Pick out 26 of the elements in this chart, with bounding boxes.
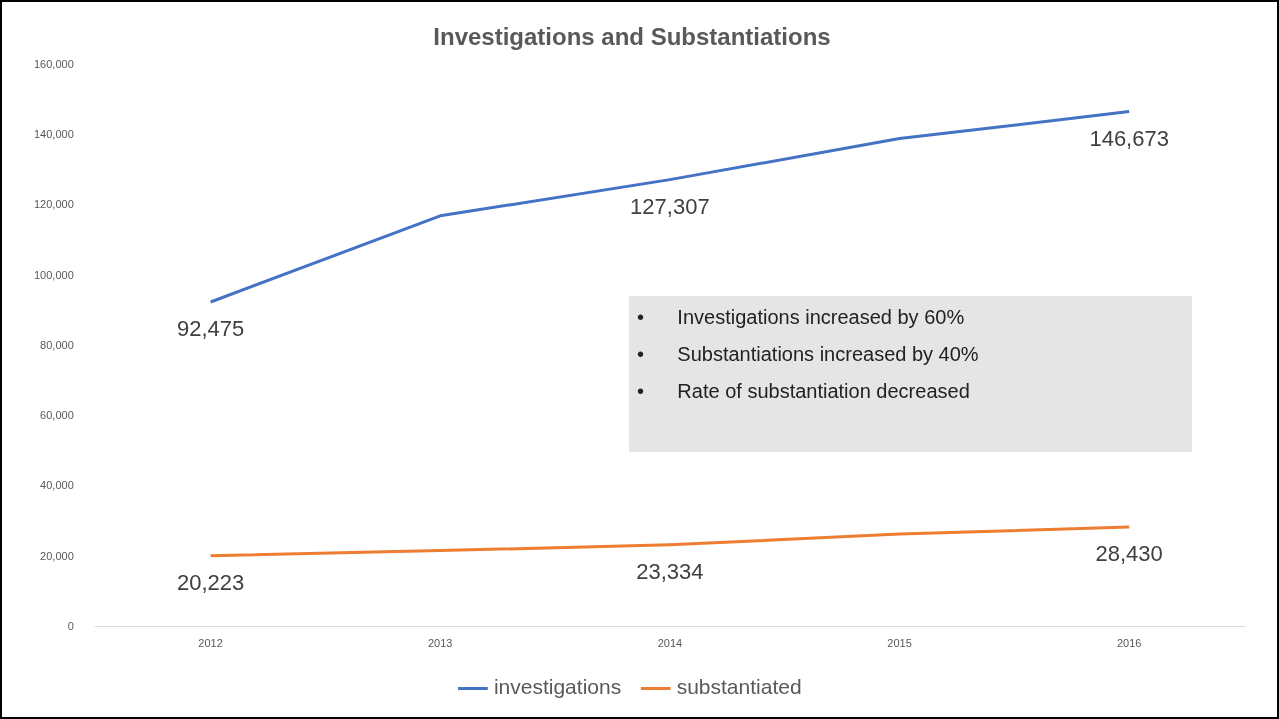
y-tick-label: 140,000 (34, 128, 74, 141)
data-label: 23,334 (636, 558, 704, 584)
x-tick-label: 2016 (1116, 637, 1142, 650)
y-tick-label: 0 (67, 619, 74, 632)
y-tick-label: 40,000 (40, 479, 74, 492)
data-label: 28,430 (1095, 541, 1163, 566)
y-tick-label: 80,000 (40, 338, 74, 351)
y-tick-label: 100,000 (34, 268, 74, 281)
annotation: • Substantiations increased by 40% (636, 342, 979, 367)
y-tick-label: 20,000 (40, 549, 74, 562)
x-tick-label: 2013 (427, 637, 453, 650)
annotation: • Investigations increased by 60% (636, 305, 966, 330)
legend-label: substantiated (676, 675, 802, 699)
data-label: 127,307 (630, 193, 710, 219)
data-label: 146,673 (1089, 125, 1169, 151)
legend-label: investigations (493, 675, 622, 699)
y-tick-label: 160,000 (34, 57, 74, 70)
y-tick-label: 120,000 (34, 198, 74, 211)
x-tick-label: 2014 (657, 637, 683, 650)
y-tick-label: 60,000 (40, 409, 74, 422)
chart-title: Investigations and Substantiations (433, 23, 831, 51)
annotation: • Rate of substantiation decreased (636, 379, 971, 404)
data-label: 20,223 (176, 569, 245, 595)
x-tick-label: 2012 (198, 637, 223, 650)
data-label: 92,475 (176, 316, 245, 342)
x-tick-label: 2015 (887, 637, 912, 650)
